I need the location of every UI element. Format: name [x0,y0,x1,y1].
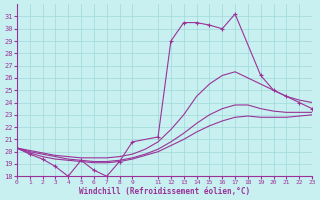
X-axis label: Windchill (Refroidissement éolien,°C): Windchill (Refroidissement éolien,°C) [79,187,250,196]
